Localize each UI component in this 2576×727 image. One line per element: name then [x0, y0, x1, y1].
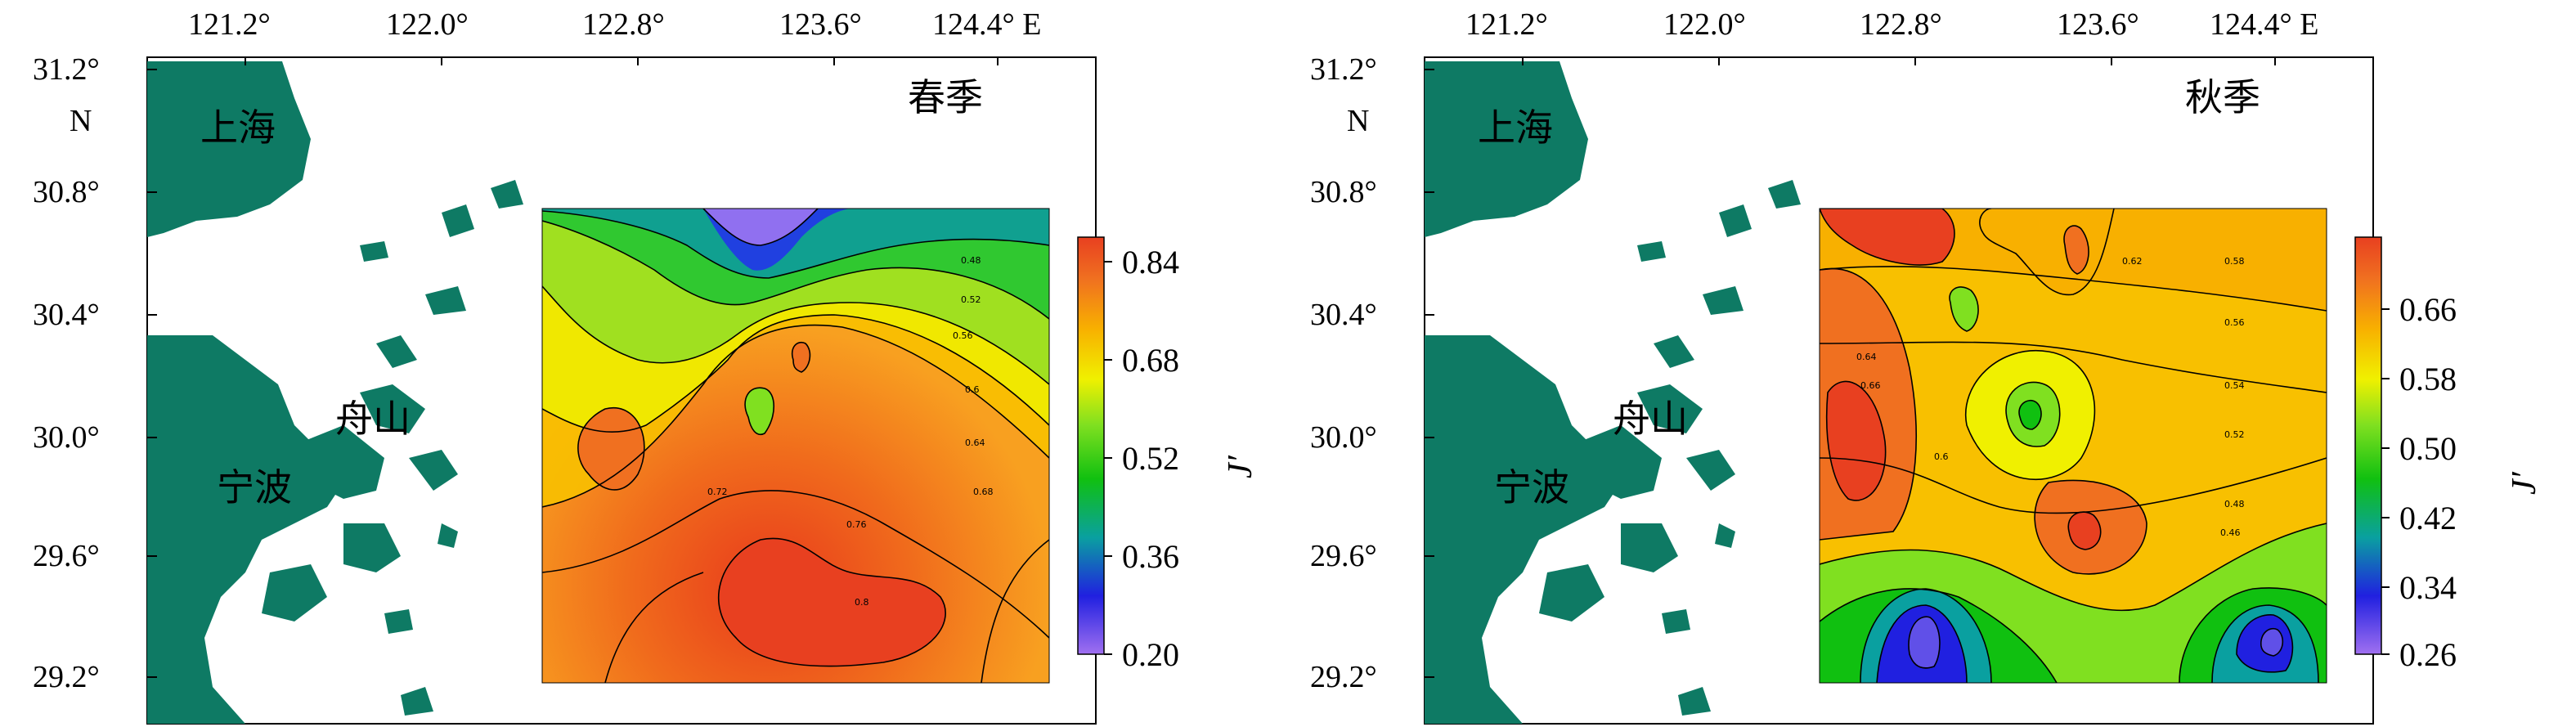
- autumn-contour-lines: [1820, 209, 2327, 683]
- lat-tick-label: 30.8°: [33, 175, 100, 209]
- north-label: N: [1347, 104, 1369, 138]
- colorbar-tick: 0.58: [2399, 361, 2457, 397]
- svg-text:0.56: 0.56: [2224, 317, 2245, 328]
- autumn-map-svg: 0.58 0.56 0.54 0.52 0.48 0.46 0.62 0.64 …: [1310, 7, 2543, 725]
- place-label-ningbo: 宁波: [217, 465, 292, 509]
- land-area: [1425, 61, 1801, 724]
- svg-text:0.68: 0.68: [973, 487, 994, 497]
- lon-tick-label: 122.8°: [1860, 7, 1942, 42]
- lon-tick-label: 122.0°: [386, 7, 469, 42]
- lon-tick-label: 121.2°: [188, 7, 271, 42]
- svg-text:0.52: 0.52: [2224, 429, 2245, 440]
- colorbar-label: J′: [1222, 455, 1259, 478]
- place-label-zhoushan: 舟山: [1613, 397, 1688, 441]
- svg-text:0.6: 0.6: [1934, 451, 1949, 462]
- svg-text:0.76: 0.76: [846, 519, 867, 530]
- colorbar: 0.84 0.68 0.52 0.36 0.20 J′: [1077, 236, 1259, 673]
- lon-tick-label: 122.0°: [1663, 7, 1746, 42]
- colorbar-tick: 0.36: [1122, 538, 1179, 575]
- colorbar-tick: 0.66: [2399, 291, 2457, 328]
- svg-text:0.72: 0.72: [707, 487, 728, 497]
- lat-tick-label: 30.8°: [1310, 175, 1377, 209]
- place-label-ningbo: 宁波: [1494, 465, 1569, 509]
- lon-tick-label: 123.6°: [779, 7, 862, 42]
- autumn-contour-field: [1820, 209, 2327, 683]
- lat-tick-label: 30.4°: [1310, 298, 1377, 332]
- colorbar-tick: 0.68: [1122, 342, 1179, 379]
- colorbar-tick: 0.26: [2399, 636, 2457, 673]
- svg-text:0.56: 0.56: [953, 330, 973, 341]
- place-label-shanghai: 上海: [200, 105, 276, 150]
- spring-contour-field: [542, 209, 1049, 683]
- lat-tick-label: 30.0°: [1310, 420, 1377, 455]
- svg-text:0.64: 0.64: [1856, 352, 1877, 362]
- svg-text:0.48: 0.48: [2224, 499, 2245, 509]
- svg-text:0.66: 0.66: [1860, 380, 1881, 391]
- spring-map-panel: 0.48 0.52 0.56 0.6 0.64 0.68 0.72 0.76 0…: [33, 7, 1259, 725]
- svg-text:0.62: 0.62: [2122, 256, 2143, 267]
- svg-text:0.8: 0.8: [855, 597, 869, 608]
- lat-tick-label: 29.2°: [33, 660, 100, 694]
- svg-text:0.64: 0.64: [965, 438, 985, 448]
- colorbar-label: J′: [2506, 471, 2543, 495]
- lon-axis: 121.2° 122.0° 122.8° 123.6° 124.4° E: [188, 7, 1041, 65]
- panel-title: 秋季: [2185, 75, 2260, 119]
- svg-text:0.46: 0.46: [2220, 527, 2241, 538]
- lat-axis: 31.2° N 30.8° 30.4° 30.0° 29.6° 29.2°: [1310, 52, 1434, 694]
- lon-tick-label: 122.8°: [582, 7, 665, 42]
- autumn-field-boundary: [1819, 208, 2327, 684]
- lon-tick-label: 124.4° E: [2210, 7, 2318, 42]
- lat-tick-label: 30.0°: [33, 420, 100, 455]
- spring-contour-lines: [542, 209, 1049, 683]
- autumn-contour-labels: 0.58 0.56 0.54 0.52 0.48 0.46 0.62 0.64 …: [1856, 256, 2245, 538]
- lon-tick-label: 121.2°: [1465, 7, 1548, 42]
- lon-tick-label: 124.4° E: [932, 7, 1041, 42]
- place-label-zhoushan: 舟山: [335, 397, 411, 441]
- colorbar-tick: 0.20: [1122, 636, 1179, 673]
- colorbar-tick: 0.34: [2399, 569, 2457, 606]
- lat-tick-label: 29.6°: [1310, 539, 1377, 573]
- svg-text:0.58: 0.58: [2224, 256, 2245, 267]
- lon-axis: 121.2° 122.0° 122.8° 123.6° 124.4° E: [1465, 7, 2318, 65]
- colorbar-tick: 0.84: [1122, 244, 1179, 280]
- autumn-map-panel: 0.58 0.56 0.54 0.52 0.48 0.46 0.62 0.64 …: [1288, 0, 2576, 727]
- lat-tick-label: 30.4°: [33, 298, 100, 332]
- spring-field-boundary: [541, 208, 1050, 684]
- colorbar: 0.66 0.58 0.50 0.42 0.34 0.26 J′: [2354, 236, 2543, 673]
- lat-axis: 31.2° N 30.8° 30.4° 30.0° 29.6° 29.2°: [33, 52, 157, 694]
- spring-map-svg: 0.48 0.52 0.56 0.6 0.64 0.68 0.72 0.76 0…: [33, 7, 1259, 725]
- svg-text:0.52: 0.52: [961, 294, 981, 305]
- lat-tick-label: 31.2°: [33, 52, 100, 87]
- spring-contour-labels: 0.48 0.52 0.56 0.6 0.64 0.68 0.72 0.76 0…: [707, 255, 994, 608]
- lat-tick-label: 29.6°: [33, 539, 100, 573]
- svg-text:0.48: 0.48: [961, 255, 981, 266]
- north-label: N: [70, 104, 92, 138]
- lat-tick-label: 29.2°: [1310, 660, 1377, 694]
- place-label-shanghai: 上海: [1478, 105, 1553, 150]
- colorbar-tick: 0.50: [2399, 430, 2457, 467]
- colorbar-tick: 0.52: [1122, 440, 1179, 477]
- land-area: [147, 61, 523, 724]
- svg-text:0.54: 0.54: [2224, 380, 2245, 391]
- lon-tick-label: 123.6°: [2057, 7, 2139, 42]
- colorbar-tick: 0.42: [2399, 500, 2457, 536]
- svg-text:0.6: 0.6: [965, 384, 980, 395]
- lat-tick-label: 31.2°: [1310, 52, 1377, 87]
- panel-title: 春季: [908, 75, 983, 119]
